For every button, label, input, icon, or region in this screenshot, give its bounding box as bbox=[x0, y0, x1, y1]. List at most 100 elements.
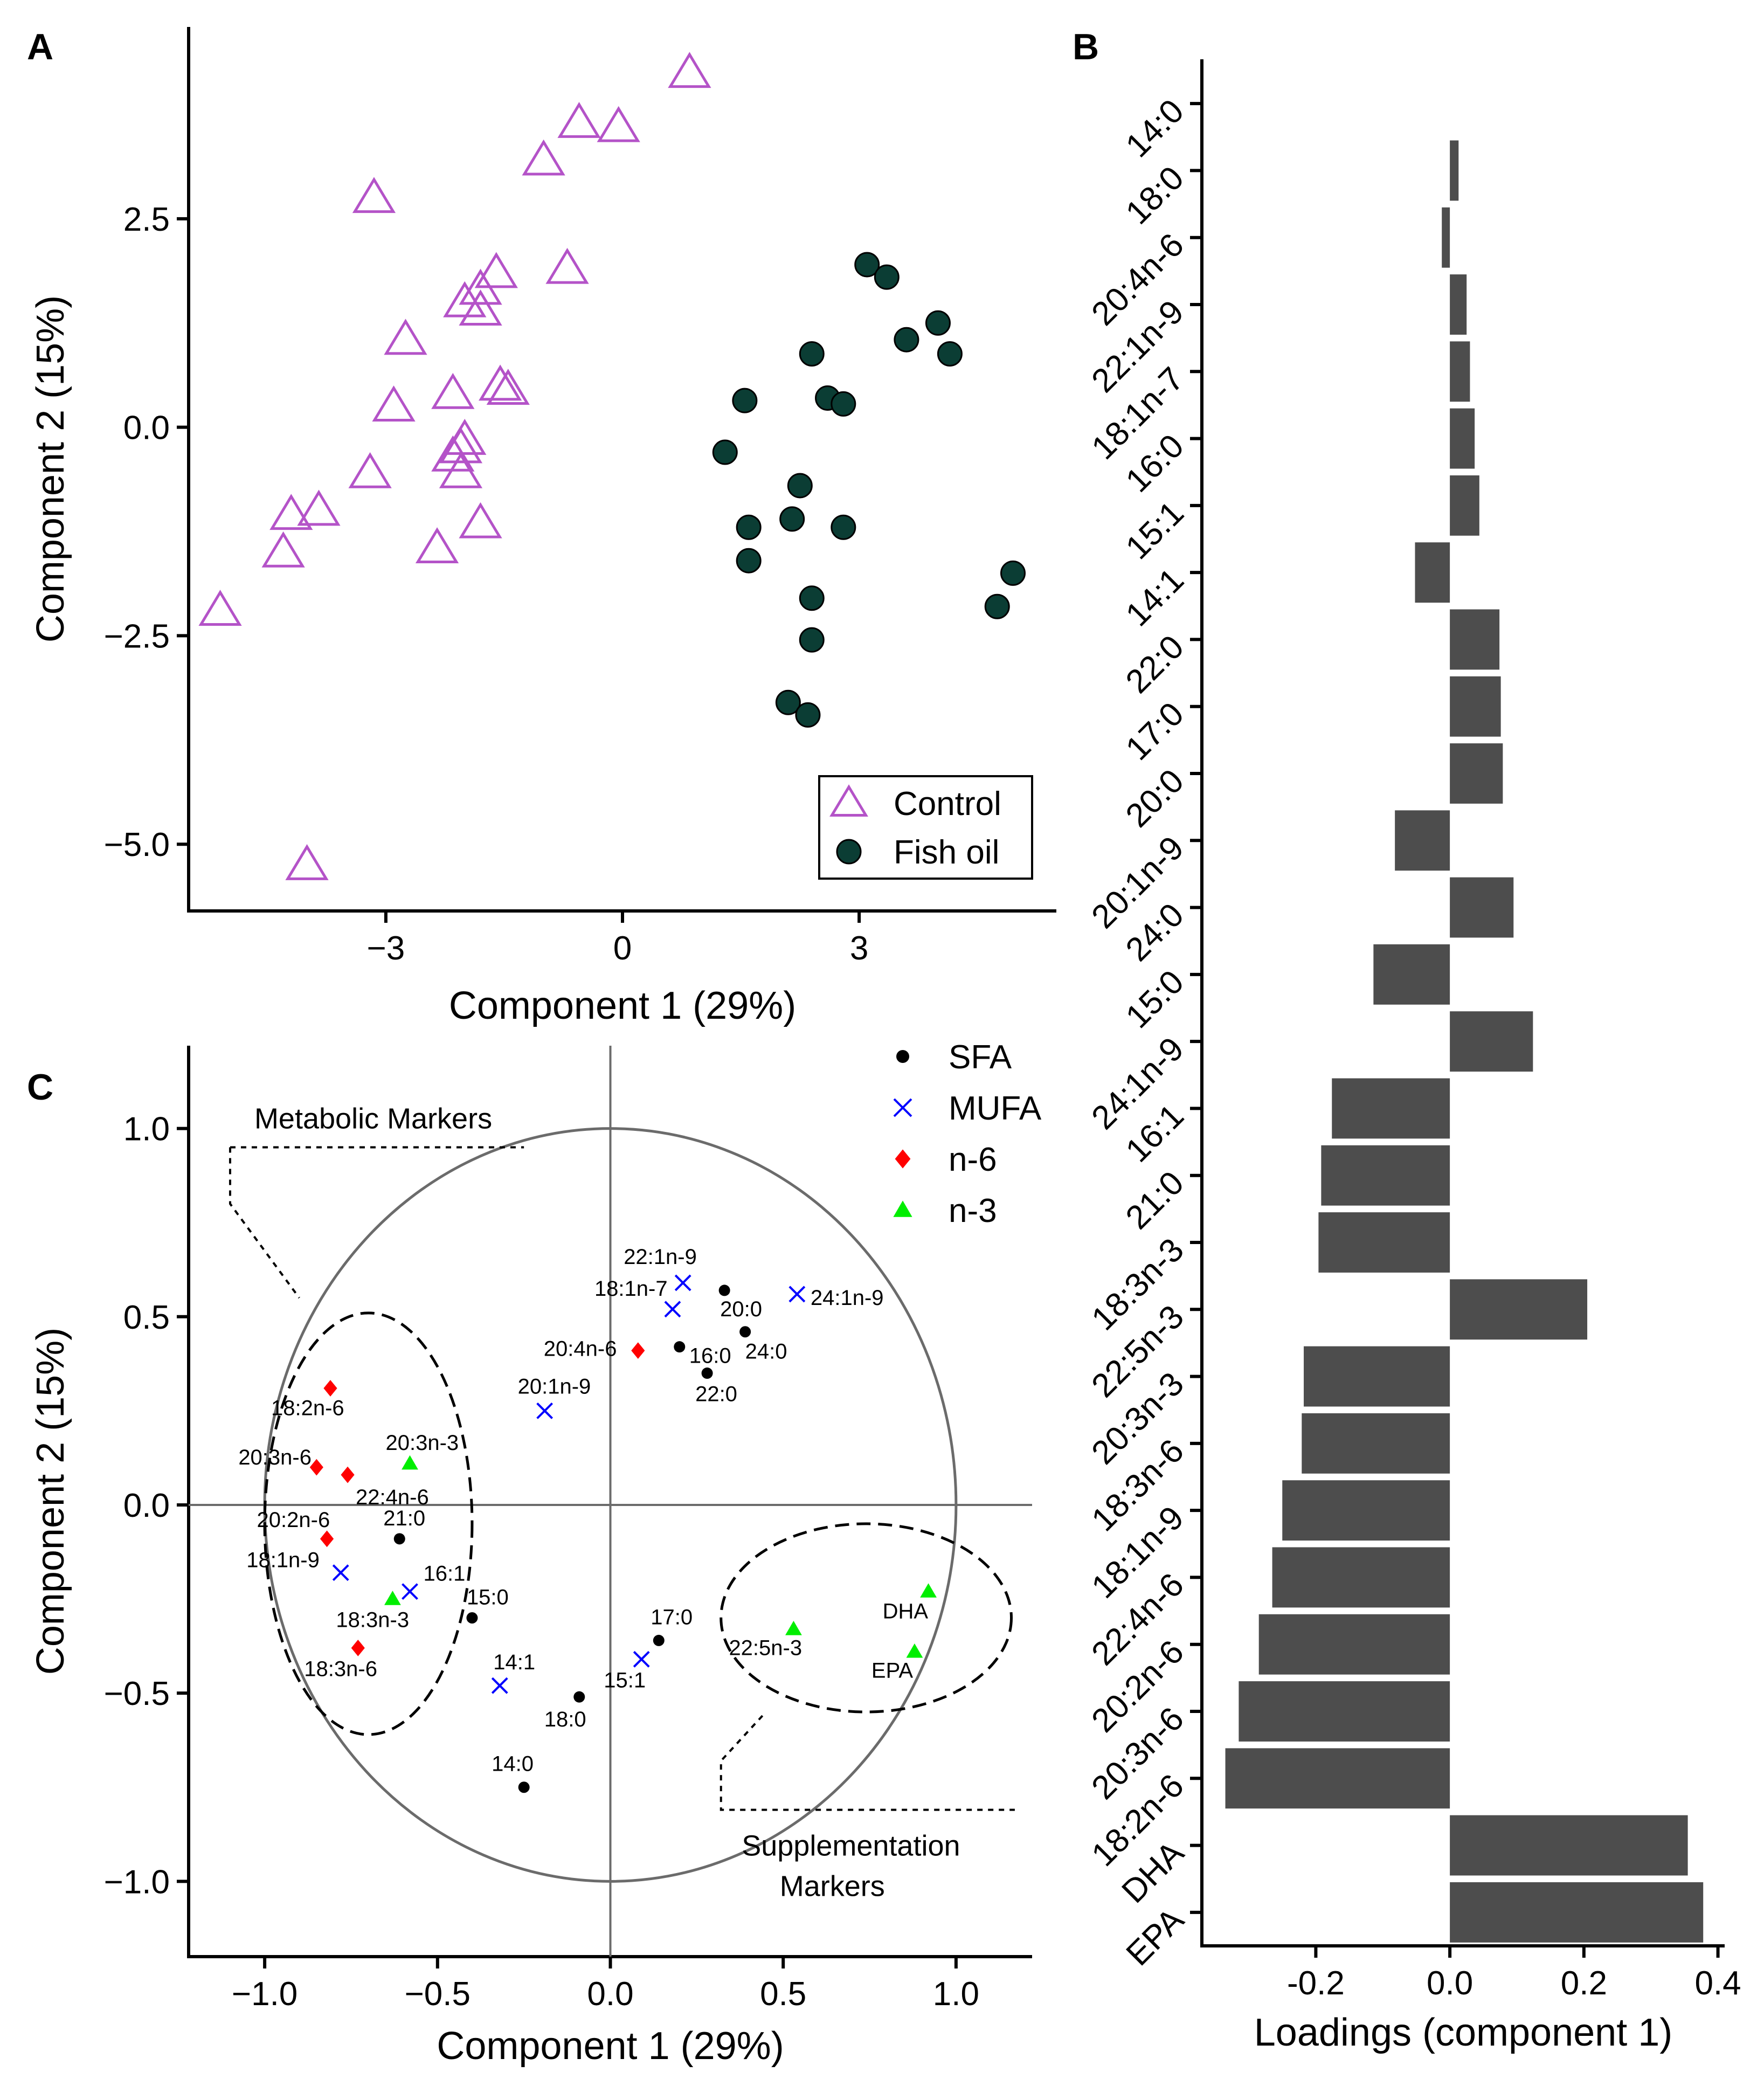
panel-c: C −1.0 −0.5 0.0 0.5 1.0 −1.0 −0.5 0.0 0.5 1.0 Compo… bbox=[27, 1039, 1042, 2068]
x-tick-label-b: 0.2 bbox=[1561, 1965, 1607, 2002]
variable-point bbox=[653, 1634, 665, 1646]
x-tick-label-c: −1.0 bbox=[232, 1976, 298, 2013]
loading-bar bbox=[1450, 140, 1459, 201]
loading-bar bbox=[1415, 542, 1450, 603]
loading-bar bbox=[1450, 341, 1470, 402]
x-axis-title-b: Loadings (component 1) bbox=[1254, 2011, 1673, 2054]
control-point bbox=[269, 494, 313, 530]
fish-oil-point bbox=[831, 391, 856, 417]
control-point bbox=[668, 52, 711, 88]
variable-label: 22:0 bbox=[695, 1383, 737, 1406]
legend-marker-c bbox=[896, 1050, 909, 1063]
variable-label: 18:1n-7 bbox=[594, 1277, 668, 1301]
annotation-metabolic-markers: Metabolic Markers bbox=[254, 1103, 492, 1135]
legend-a: Control Fish oil bbox=[818, 775, 1033, 880]
variable-label: 20:0 bbox=[720, 1297, 762, 1321]
annotation-supplementation: Supplementation bbox=[742, 1830, 960, 1862]
fish-oil-point bbox=[799, 341, 825, 367]
variable-point bbox=[701, 1367, 713, 1379]
y-axis-title-a: Component 2 (15%) bbox=[29, 295, 72, 643]
fish-oil-point bbox=[775, 689, 801, 715]
variable-point bbox=[785, 1621, 802, 1635]
metabolic-markers-ellipse bbox=[263, 1311, 474, 1736]
y-tick-label-a: −5.0 bbox=[104, 826, 170, 864]
fish-oil-point bbox=[831, 514, 856, 540]
variable-point bbox=[536, 1402, 554, 1419]
variable-point bbox=[332, 1564, 349, 1581]
variable-point bbox=[664, 1301, 681, 1318]
y-tick-label-c: 0.5 bbox=[123, 1299, 170, 1336]
x-tick-label-a: −3 bbox=[367, 930, 405, 967]
variable-point bbox=[920, 1583, 937, 1598]
legend-control-marker bbox=[829, 784, 868, 817]
x-tick-label-c: 0.5 bbox=[760, 1976, 806, 2013]
loading-bar bbox=[1332, 1078, 1450, 1139]
fish-oil-point bbox=[795, 702, 821, 728]
x-tick-label-c: 0.0 bbox=[587, 1976, 633, 2013]
variable-point bbox=[674, 1274, 691, 1291]
fish-oil-point bbox=[732, 388, 758, 413]
legend-fish-oil-label: Fish oil bbox=[894, 834, 999, 871]
metabolic-callout-leader bbox=[229, 1147, 300, 1299]
fish-oil-point bbox=[1000, 560, 1026, 586]
control-point bbox=[285, 844, 329, 880]
variable-point bbox=[573, 1691, 585, 1703]
variable-point bbox=[739, 1326, 751, 1338]
y-tick-label-a: 0.0 bbox=[123, 410, 170, 447]
control-point bbox=[439, 427, 483, 464]
legend-label-c: MUFA bbox=[949, 1090, 1042, 1127]
variable-label: 18:2n-6 bbox=[271, 1396, 344, 1420]
x-tick-label-b: 0.0 bbox=[1427, 1965, 1473, 2002]
variable-label: 18:0 bbox=[544, 1708, 586, 1731]
control-point bbox=[459, 268, 502, 305]
variable-label: 22:5n-3 bbox=[729, 1636, 802, 1660]
loading-bar bbox=[1225, 1748, 1450, 1809]
variable-label: 15:1 bbox=[604, 1668, 646, 1692]
loading-bar bbox=[1450, 475, 1479, 536]
loading-bar bbox=[1239, 1681, 1450, 1742]
fish-oil-point bbox=[787, 473, 813, 499]
loading-bar bbox=[1318, 1212, 1450, 1273]
x-axis-title-c: Component 1 (29%) bbox=[437, 2025, 784, 2068]
variable-point bbox=[906, 1643, 923, 1658]
variable-point bbox=[718, 1284, 730, 1296]
variable-point bbox=[674, 1341, 686, 1353]
variable-point bbox=[309, 1459, 323, 1476]
fish-oil-point bbox=[937, 341, 963, 367]
control-point bbox=[348, 452, 392, 488]
control-point bbox=[439, 452, 483, 488]
loading-bar bbox=[1321, 1145, 1450, 1206]
fish-oil-point bbox=[874, 264, 900, 290]
variable-label: 15:0 bbox=[467, 1585, 509, 1609]
loading-bar bbox=[1450, 274, 1467, 335]
y-tick-label-c: 0.0 bbox=[123, 1487, 170, 1524]
control-point bbox=[486, 369, 530, 405]
loading-bar bbox=[1304, 1346, 1450, 1407]
annotation-markers: Markers bbox=[780, 1870, 885, 1903]
variable-point bbox=[633, 1650, 650, 1668]
variable-point bbox=[384, 1591, 401, 1605]
x-tick-label-c: 1.0 bbox=[933, 1976, 979, 2013]
control-point bbox=[384, 319, 427, 355]
variable-point bbox=[631, 1342, 645, 1359]
variable-label: 20:3n-3 bbox=[385, 1431, 459, 1455]
control-point bbox=[459, 502, 502, 538]
control-point bbox=[545, 247, 589, 284]
control-point bbox=[459, 289, 502, 326]
legend-label-c: n-6 bbox=[949, 1141, 997, 1178]
loading-bar bbox=[1282, 1480, 1450, 1541]
variable-label: 14:0 bbox=[492, 1752, 534, 1776]
control-point bbox=[557, 102, 601, 138]
loading-bar bbox=[1373, 944, 1450, 1005]
loading-bar bbox=[1450, 1011, 1533, 1072]
variable-label: 14:1 bbox=[493, 1650, 535, 1674]
variable-label: 20:1n-9 bbox=[518, 1374, 591, 1398]
variable-label: EPA bbox=[871, 1659, 913, 1682]
fish-oil-point bbox=[799, 585, 825, 611]
variable-point bbox=[788, 1286, 806, 1303]
variable-point bbox=[466, 1612, 478, 1624]
control-point bbox=[297, 489, 341, 526]
legend-marker-c bbox=[895, 1149, 911, 1169]
control-point bbox=[597, 106, 640, 142]
variable-label: 18:1n-9 bbox=[246, 1549, 320, 1572]
